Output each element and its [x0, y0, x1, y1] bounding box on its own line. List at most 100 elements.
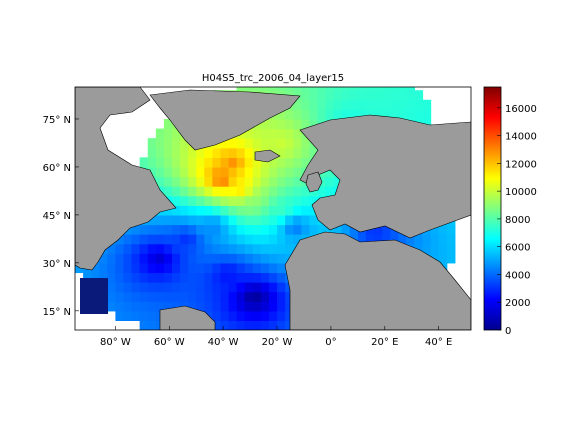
heatmap-cell: [357, 109, 367, 120]
heatmap-cell: [236, 186, 246, 197]
heatmap-cell: [349, 99, 359, 110]
heatmap-cell: [244, 138, 254, 149]
heatmap-cell: [341, 99, 351, 110]
heatmap-cell: [131, 253, 141, 264]
heatmap-cell: [204, 157, 213, 168]
heatmap-cell: [260, 320, 270, 330]
heatmap-cell: [252, 87, 262, 91]
heatmap-cell: [438, 224, 448, 235]
heatmap-cell: [171, 147, 181, 158]
heatmap-cell: [446, 243, 456, 254]
heatmap-cell: [277, 310, 286, 322]
heatmap-cell: [163, 234, 173, 245]
heatmap-cell: [244, 320, 254, 330]
heatmap-cell: [155, 301, 165, 312]
heatmap-cell: [277, 291, 286, 302]
heatmap-cell: [180, 224, 189, 235]
heatmap-cell: [430, 253, 440, 264]
heatmap-cell: [228, 310, 238, 322]
heatmap-cell: [390, 99, 399, 110]
heatmap-cell: [333, 90, 343, 101]
heatmap-cell: [131, 243, 141, 254]
heatmap-cell: [212, 147, 222, 158]
heatmap-cell: [212, 291, 222, 302]
heatmap-cell: [333, 224, 343, 235]
heatmap-cell: [414, 243, 424, 254]
heatmap-cell: [155, 243, 165, 254]
heatmap-cell: [317, 99, 327, 110]
land-greenland: [149, 89, 301, 151]
heatmap-cell: [244, 224, 254, 235]
heatmap-cell: [293, 87, 302, 91]
heatmap-cell: [325, 87, 335, 91]
y-tick-label: 45° N: [43, 211, 71, 222]
heatmap-cell: [252, 234, 262, 245]
heatmap-cell: [220, 234, 230, 245]
colorbar-tick-label: 6000: [505, 243, 530, 254]
heatmap-cell: [236, 262, 246, 274]
heatmap-cell: [277, 109, 286, 120]
heatmap-cell: [204, 176, 213, 187]
heatmap-cell: [204, 243, 213, 254]
heatmap-cell: [180, 262, 189, 274]
heatmap-cell: [228, 195, 238, 206]
heatmap-cell: [244, 282, 254, 293]
heatmap-cell: [309, 195, 319, 206]
heatmap-cell: [123, 243, 133, 254]
heatmap-cell: [220, 253, 230, 264]
heatmap-cell: [260, 118, 270, 130]
heatmap-cell: [277, 157, 286, 168]
heatmap-cell: [196, 214, 205, 226]
heatmap-cell: [220, 147, 230, 158]
heatmap-cell: [163, 282, 173, 293]
heatmap-cell: [244, 262, 254, 274]
heatmap-cell: [268, 272, 278, 283]
heatmap-cell: [406, 87, 416, 91]
heatmap-cell: [139, 234, 149, 245]
heatmap-cell: [131, 234, 141, 245]
y-tick-label: 15° N: [43, 307, 71, 318]
heatmap-cell: [188, 147, 197, 158]
heatmap-cell: [220, 320, 230, 330]
heatmap-cell: [268, 205, 278, 216]
x-tick-label: 60° W: [154, 337, 185, 348]
land-south-america: [159, 305, 216, 330]
heatmap-cell: [147, 320, 157, 330]
heatmap-cell: [147, 282, 157, 293]
heatmap-cell: [252, 157, 262, 168]
chart-title: H04S5_trc_2006_04_layer15: [202, 73, 344, 84]
heatmap-cell: [341, 90, 351, 101]
heatmap-cell: [293, 234, 302, 245]
heatmap-cell: [228, 166, 238, 178]
heatmap-cell: [365, 109, 375, 120]
heatmap-cell: [155, 224, 165, 235]
heatmap-cell: [196, 176, 205, 187]
heatmap-cell: [252, 176, 262, 187]
heatmap-cell: [107, 253, 117, 264]
heatmap-cell: [171, 166, 181, 178]
heatmap-cell: [212, 176, 222, 187]
heatmap-cell: [107, 272, 117, 283]
heatmap-cell: [212, 157, 222, 168]
heatmap-cell: [268, 301, 278, 312]
heatmap-cell: [301, 157, 310, 168]
heatmap-cell: [317, 90, 327, 101]
heatmap-cell: [115, 243, 125, 254]
heatmap-cell: [268, 176, 278, 187]
heatmap-cell: [204, 253, 213, 264]
heatmap-cell: [268, 128, 278, 139]
heatmap-cell: [163, 253, 173, 264]
heatmap-cell: [244, 176, 254, 187]
heatmap-cell: [236, 234, 246, 245]
heatmap-cell: [236, 253, 246, 264]
heatmap-cell: [99, 262, 108, 274]
heatmap-cell: [438, 243, 448, 254]
heatmap-cell: [260, 272, 270, 283]
heatmap-cell: [422, 243, 432, 254]
heatmap-cell: [188, 195, 197, 206]
heatmap-cell: [220, 310, 230, 322]
heatmap-cell: [309, 118, 319, 130]
heatmap-cell: [244, 87, 254, 91]
heatmap-cell: [293, 195, 302, 206]
heatmap-cell: [260, 214, 270, 226]
